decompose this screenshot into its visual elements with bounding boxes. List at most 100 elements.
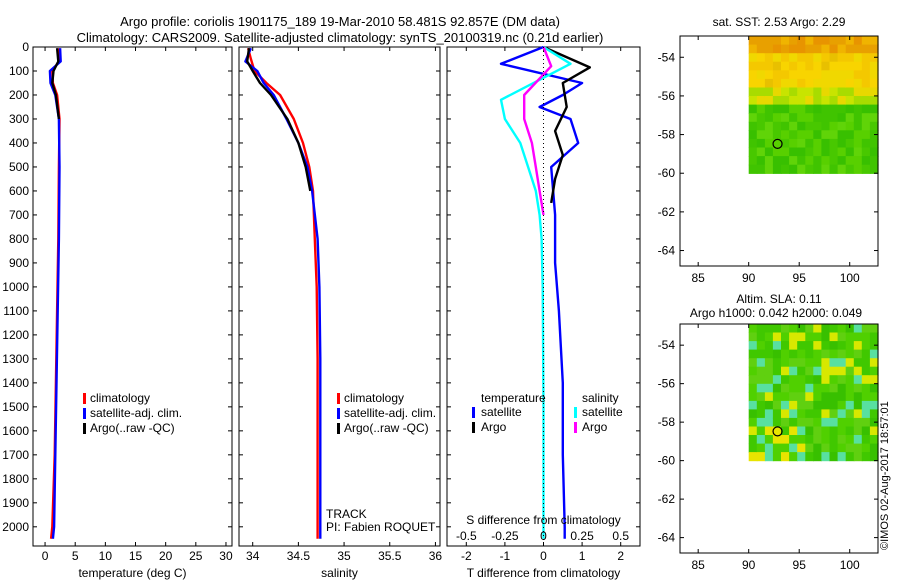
map-cell (805, 375, 814, 385)
map-cell (756, 53, 766, 63)
map-cell (861, 383, 871, 393)
map-cell (853, 44, 863, 54)
map-cell (829, 324, 839, 334)
map-cell (797, 435, 806, 445)
map-cell (829, 400, 839, 410)
map-cell (869, 78, 879, 89)
map-cell (797, 324, 806, 334)
map-cell (756, 400, 766, 410)
y-tick-label: 1300 (2, 352, 29, 366)
map-cell (797, 332, 806, 342)
map-cell (789, 121, 798, 131)
map-cell (805, 61, 814, 71)
map-cell (829, 392, 839, 402)
map-cell (748, 332, 758, 342)
legend-swatch (83, 423, 86, 434)
map-cell (829, 130, 839, 140)
map-cell (861, 138, 871, 149)
map-cell (756, 349, 766, 359)
map-cell (829, 409, 839, 419)
map-cell (853, 78, 863, 89)
map-cell (789, 113, 798, 123)
map-cell (861, 358, 871, 368)
map-cell (829, 164, 839, 174)
map-cell (837, 435, 847, 445)
legend-label: climatology (90, 391, 150, 405)
map-cell (748, 349, 758, 359)
map-cell (789, 383, 798, 393)
x-tick-label-s: -0.25 (491, 529, 519, 543)
map-cell (837, 392, 847, 402)
map-cell (853, 417, 863, 427)
y-tick-label: -58 (658, 415, 676, 429)
y-tick-label: 1200 (2, 328, 29, 342)
map-cell (813, 96, 822, 106)
map-cell (756, 138, 766, 149)
map-cell (748, 375, 758, 385)
x-tick-label: 1 (579, 549, 586, 563)
map-cell (829, 443, 839, 453)
map-cell (837, 409, 847, 419)
map-cell (853, 383, 863, 393)
x-tick-label: 35.5 (378, 549, 402, 563)
map-cell (756, 426, 766, 436)
map-cell (853, 164, 863, 174)
map-cell (772, 121, 782, 131)
map-cell (772, 375, 782, 385)
map-cell (748, 409, 758, 419)
map-cell (797, 138, 806, 149)
map-cell (805, 341, 814, 351)
map-cell (861, 87, 871, 97)
map-cell (869, 113, 879, 123)
map-cell (845, 324, 855, 334)
x-tick-label: 5 (72, 549, 79, 563)
y-tick-label: 100 (9, 64, 29, 78)
map-cell (748, 61, 758, 71)
map-cell (789, 138, 798, 149)
map-cell (837, 130, 847, 140)
map-cell (821, 147, 831, 157)
y-tick-label: -58 (658, 128, 676, 142)
map-cell (869, 121, 879, 131)
map-cell (861, 435, 871, 445)
map-cell (748, 36, 758, 46)
map-cell (781, 156, 790, 166)
map-cell (781, 400, 790, 410)
map-cell (789, 156, 798, 166)
map-cell (805, 366, 814, 376)
map-cell (781, 358, 790, 368)
map-cell (781, 435, 790, 445)
map-cell (837, 61, 847, 71)
map-cell (748, 130, 758, 140)
map-cell (772, 435, 782, 445)
map-cell (869, 53, 879, 63)
map-cell (756, 113, 766, 123)
map-cell (764, 130, 774, 140)
map-cell (756, 383, 766, 393)
legend-swatch (574, 422, 577, 433)
map-cell (772, 392, 782, 402)
map-cell (748, 400, 758, 410)
map-cell (813, 366, 822, 376)
map-cell (853, 130, 863, 140)
map-cell (748, 426, 758, 436)
map-cell (829, 70, 839, 80)
legend-title-salinity: salinity (582, 391, 619, 405)
map-cell (748, 392, 758, 402)
map-cell (853, 392, 863, 402)
map-cell (756, 104, 766, 114)
map-cell (869, 349, 879, 359)
map-cell (853, 147, 863, 157)
map-cell (772, 96, 782, 106)
map-cell (805, 78, 814, 89)
map-cell (772, 417, 782, 427)
map-cell (748, 164, 758, 174)
map-cell (829, 452, 839, 462)
map-cell (756, 87, 766, 97)
map-cell (797, 96, 806, 106)
y-tick-label: -54 (658, 50, 676, 64)
legend-label: Argo (481, 420, 507, 434)
map-cell (861, 164, 871, 174)
map-cell (861, 375, 871, 385)
map-cell (764, 87, 774, 97)
